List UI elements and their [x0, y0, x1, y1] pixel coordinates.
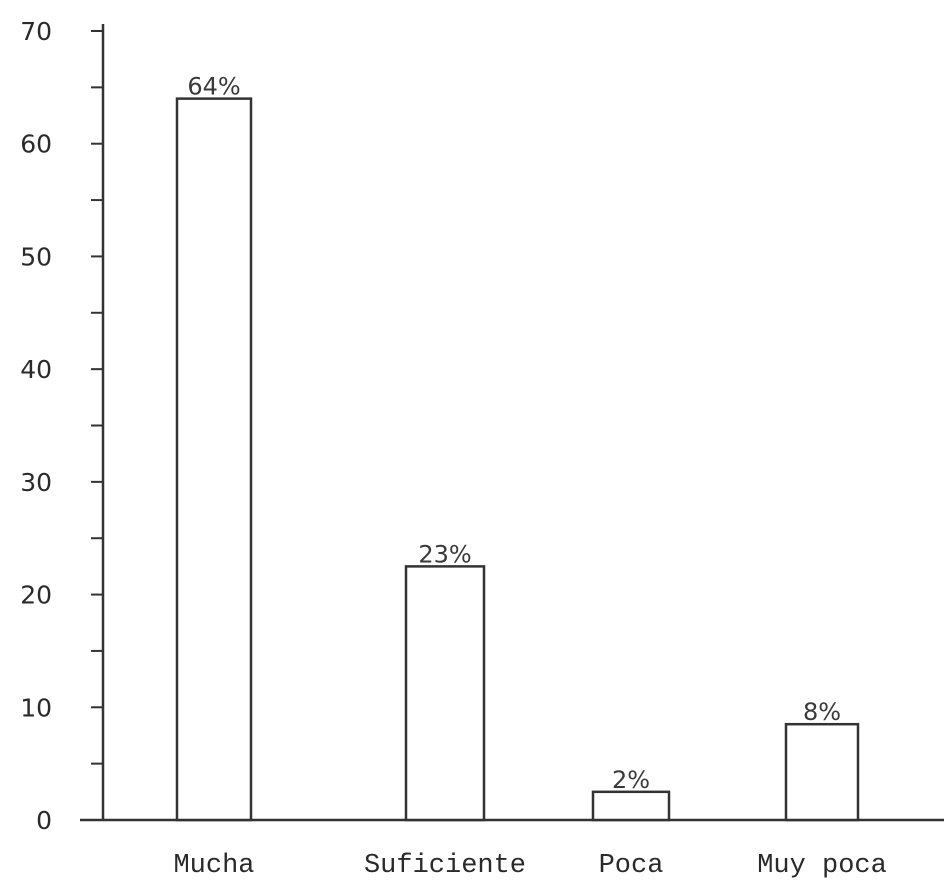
data-label: 64% [187, 73, 240, 101]
y-tick-label: 30 [20, 468, 52, 497]
y-tick-label: 40 [20, 355, 52, 384]
y-tick-label: 70 [20, 17, 52, 46]
category-labels-group: Mucha Suficiente Poca Muy poca [173, 851, 886, 880]
bar-mucha [175, 97, 253, 822]
data-label: 2% [612, 766, 650, 794]
y-tick-label: 20 [20, 581, 52, 610]
bar-muy-poca [784, 722, 860, 822]
y-tick-label: 50 [20, 242, 52, 271]
data-label: 8% [803, 698, 841, 726]
y-tick-label: 10 [20, 693, 52, 722]
y-axis-ticks: 0 10 20 30 40 50 60 70 [20, 17, 103, 835]
data-label: 23% [418, 540, 471, 568]
bars-group [175, 97, 860, 822]
bar-suficiente [404, 565, 486, 822]
category-label: Suficiente [364, 851, 526, 880]
y-tick-label: 60 [20, 130, 52, 159]
data-labels-group: 64% 23% 2% 8% [187, 73, 841, 794]
category-label: Poca [599, 851, 664, 880]
category-label: Muy poca [757, 851, 887, 880]
y-tick-label: 0 [36, 806, 52, 835]
bar-poca [591, 790, 671, 822]
category-label: Mucha [173, 851, 254, 880]
